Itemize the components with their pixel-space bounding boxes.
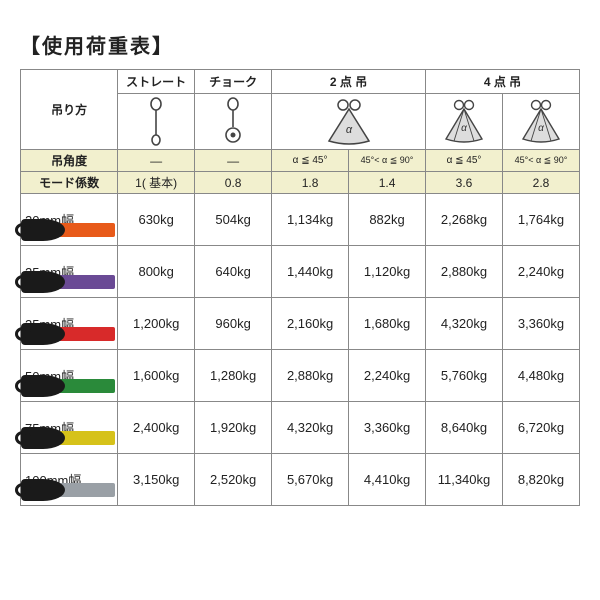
svg-text:α: α [345,124,352,136]
load-cell: 5,670kg [272,454,349,506]
load-cell: 1,600kg [118,350,195,402]
load-cell: 2,240kg [502,246,579,298]
angle-cell: 45°< α ≦ 90° [502,150,579,172]
load-cell: 1,764kg [502,194,579,246]
table-row: 75mm幅2,400kg1,920kg4,320kg3,360kg8,640kg… [21,402,580,454]
angle-cell: α ≦ 45° [272,150,349,172]
load-cell: 11,340kg [426,454,503,506]
table-row: 100mm幅3,150kg2,520kg5,670kg4,410kg11,340… [21,454,580,506]
angle-cell: 45°< α ≦ 90° [349,150,426,172]
coef-row: モード係数 1( 基本) 0.8 1.8 1.4 3.6 2.8 [21,172,580,194]
angle-cell: — [195,150,272,172]
row-label-cell: 20mm幅 [21,194,118,246]
table-row: 25mm幅800kg640kg1,440kg1,120kg2,880kg2,24… [21,246,580,298]
method-straight: ストレート [118,70,195,94]
coef-label: モード係数 [21,172,118,194]
two-point-icon: α [272,94,426,150]
coef-cell: 0.8 [195,172,272,194]
load-cell: 5,760kg [426,350,503,402]
load-cell: 2,268kg [426,194,503,246]
load-cell: 1,920kg [195,402,272,454]
coef-cell: 2.8 [502,172,579,194]
method-2pt: 2 点 吊 [272,70,426,94]
row-label-cell: 25mm幅 [21,246,118,298]
coef-cell: 1.4 [349,172,426,194]
sling-icon [21,213,115,245]
load-cell: 504kg [195,194,272,246]
corner-label: 吊り方 [21,70,118,150]
load-cell: 2,240kg [349,350,426,402]
load-cell: 1,440kg [272,246,349,298]
page-title: 【使用荷重表】 [20,30,580,59]
load-cell: 1,280kg [195,350,272,402]
load-cell: 800kg [118,246,195,298]
svg-text:α: α [461,123,467,134]
load-cell: 4,320kg [272,402,349,454]
load-cell: 882kg [349,194,426,246]
angle-label: 吊角度 [21,150,118,172]
load-cell: 2,400kg [118,402,195,454]
load-cell: 4,480kg [502,350,579,402]
load-cell: 8,820kg [502,454,579,506]
row-label-cell: 75mm幅 [21,402,118,454]
choke-icon [195,94,272,150]
load-cell: 640kg [195,246,272,298]
load-cell: 6,720kg [502,402,579,454]
row-label-cell: 35mm幅 [21,298,118,350]
load-cell: 2,880kg [426,246,503,298]
load-cell: 3,360kg [349,402,426,454]
table-row: 35mm幅1,200kg960kg2,160kg1,680kg4,320kg3,… [21,298,580,350]
load-cell: 1,134kg [272,194,349,246]
method-header-row: 吊り方 ストレート チョーク 2 点 吊 4 点 吊 [21,70,580,94]
sling-icon [21,369,115,401]
row-label-cell: 100mm幅 [21,454,118,506]
coef-cell: 1( 基本) [118,172,195,194]
load-cell: 4,410kg [349,454,426,506]
load-table: 吊り方 ストレート チョーク 2 点 吊 4 点 吊 [20,69,580,506]
sling-icon [21,265,115,297]
load-cell: 630kg [118,194,195,246]
angle-cell: — [118,150,195,172]
angle-cell: α ≦ 45° [426,150,503,172]
coef-cell: 1.8 [272,172,349,194]
sling-icon [21,317,115,349]
coef-cell: 3.6 [426,172,503,194]
load-cell: 2,160kg [272,298,349,350]
load-cell: 2,880kg [272,350,349,402]
load-cell: 1,680kg [349,298,426,350]
sling-icon [21,421,115,453]
sling-icon [21,473,115,505]
load-cell: 3,150kg [118,454,195,506]
method-4pt: 4 点 吊 [426,70,580,94]
load-cell: 960kg [195,298,272,350]
straight-icon [118,94,195,150]
row-label-cell: 50mm幅 [21,350,118,402]
svg-text:α: α [538,123,544,134]
table-row: 50mm幅1,600kg1,280kg2,880kg2,240kg5,760kg… [21,350,580,402]
load-cell: 1,200kg [118,298,195,350]
load-cell: 2,520kg [195,454,272,506]
table-row: 20mm幅630kg504kg1,134kg882kg2,268kg1,764k… [21,194,580,246]
four-point-icon-a: α [426,94,503,150]
four-point-icon-b: α [502,94,579,150]
load-cell: 8,640kg [426,402,503,454]
method-choke: チョーク [195,70,272,94]
angle-row: 吊角度 — — α ≦ 45° 45°< α ≦ 90° α ≦ 45° 45°… [21,150,580,172]
load-cell: 1,120kg [349,246,426,298]
load-cell: 3,360kg [502,298,579,350]
load-cell: 4,320kg [426,298,503,350]
